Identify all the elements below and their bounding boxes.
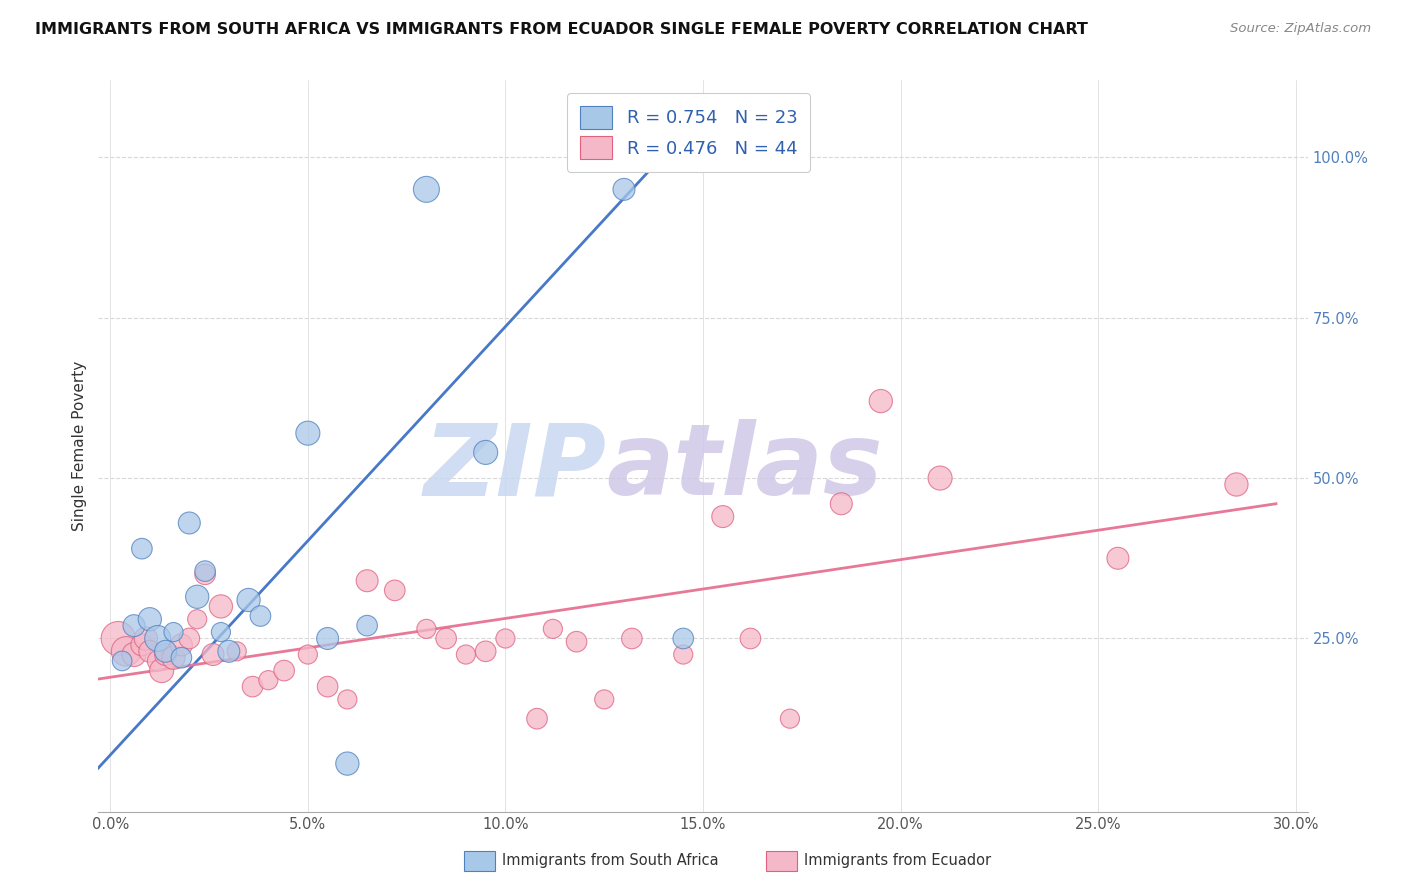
Point <box>711 509 734 524</box>
Y-axis label: Single Female Poverty: Single Female Poverty <box>72 361 87 531</box>
Point <box>356 574 378 588</box>
Point <box>454 648 477 662</box>
Point <box>170 650 193 665</box>
Point <box>111 654 134 668</box>
Point <box>179 516 201 530</box>
Point <box>474 644 496 658</box>
Point <box>474 445 496 459</box>
Text: Immigrants from South Africa: Immigrants from South Africa <box>502 854 718 868</box>
Point <box>830 497 852 511</box>
Point <box>218 644 240 658</box>
Point <box>672 632 695 646</box>
Point <box>139 612 162 626</box>
Point <box>297 648 319 662</box>
Point <box>494 632 516 646</box>
Point <box>297 426 319 441</box>
Point <box>162 625 184 640</box>
Point <box>620 632 643 646</box>
Point <box>146 632 169 646</box>
Point <box>613 182 636 196</box>
Point <box>131 541 153 556</box>
Point <box>336 692 359 706</box>
Text: ZIP: ZIP <box>423 419 606 516</box>
Point <box>209 625 232 640</box>
Point <box>146 654 169 668</box>
Point <box>740 632 762 646</box>
Point <box>257 673 280 688</box>
Text: IMMIGRANTS FROM SOUTH AFRICA VS IMMIGRANTS FROM ECUADOR SINGLE FEMALE POVERTY CO: IMMIGRANTS FROM SOUTH AFRICA VS IMMIGRAN… <box>35 22 1088 37</box>
Point <box>170 638 193 652</box>
Point <box>929 471 952 485</box>
Point <box>131 638 153 652</box>
Point <box>434 632 457 646</box>
Legend: R = 0.754   N = 23, R = 0.476   N = 44: R = 0.754 N = 23, R = 0.476 N = 44 <box>567 93 810 172</box>
Point <box>316 680 339 694</box>
Point <box>336 756 359 771</box>
Point <box>541 622 564 636</box>
Point <box>869 394 891 409</box>
Point <box>107 632 129 646</box>
Text: Immigrants from Ecuador: Immigrants from Ecuador <box>804 854 991 868</box>
Point <box>179 632 201 646</box>
Point <box>249 609 271 624</box>
Point <box>135 632 157 646</box>
Point <box>593 692 616 706</box>
Point <box>209 599 232 614</box>
Point <box>356 618 378 632</box>
Point <box>139 644 162 658</box>
Point <box>1225 477 1247 491</box>
Point <box>238 593 260 607</box>
Point <box>384 583 406 598</box>
Point <box>122 618 145 632</box>
Point <box>415 182 437 196</box>
Point <box>202 648 225 662</box>
Point <box>115 644 138 658</box>
Point <box>194 564 217 578</box>
Point <box>194 567 217 582</box>
Point <box>273 664 295 678</box>
Point <box>1107 551 1129 566</box>
Text: atlas: atlas <box>606 419 883 516</box>
Point <box>155 644 177 658</box>
Point <box>526 712 548 726</box>
Point <box>155 648 177 662</box>
Point <box>242 680 264 694</box>
Point <box>186 590 208 604</box>
Point <box>186 612 208 626</box>
Text: Source: ZipAtlas.com: Source: ZipAtlas.com <box>1230 22 1371 36</box>
Point <box>122 648 145 662</box>
Point <box>672 648 695 662</box>
Point <box>162 650 184 665</box>
Point <box>316 632 339 646</box>
Point <box>565 634 588 648</box>
Point <box>225 644 247 658</box>
Point <box>150 664 173 678</box>
Point <box>779 712 801 726</box>
Point <box>415 622 437 636</box>
